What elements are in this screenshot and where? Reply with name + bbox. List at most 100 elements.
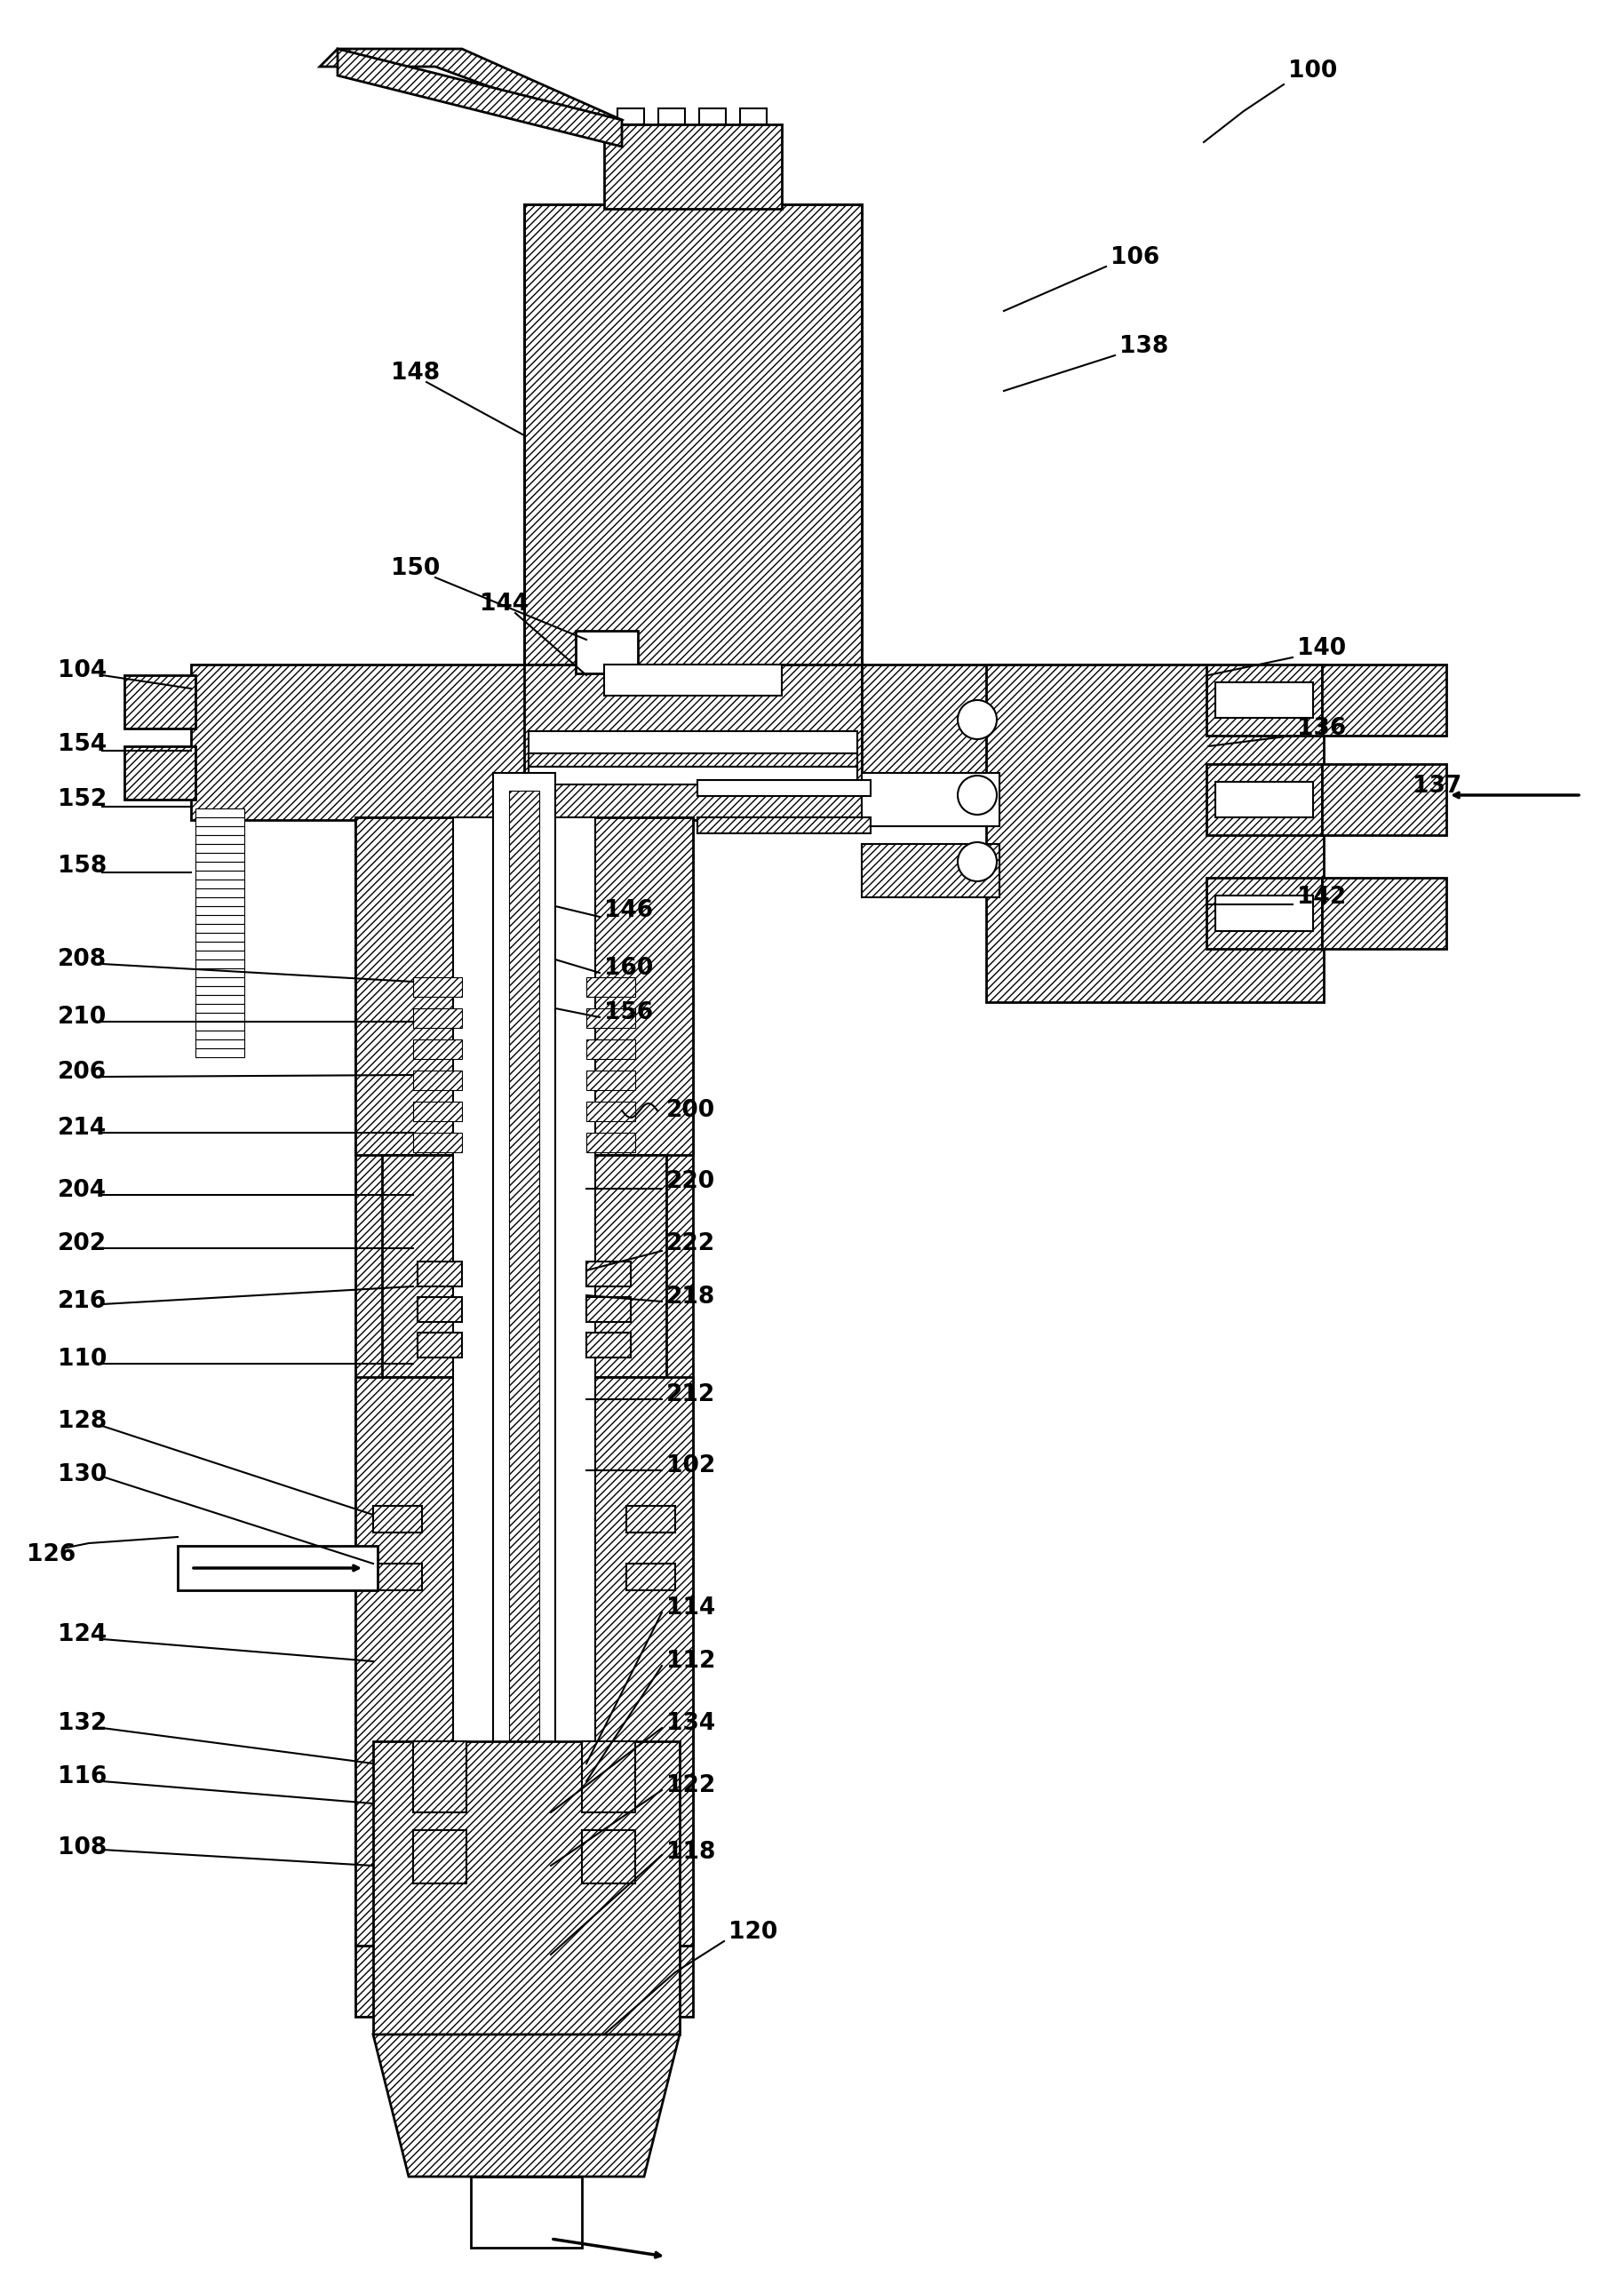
Text: 136: 136 [1298,717,1346,740]
Text: 104: 104 [58,658,107,683]
Bar [195,987,244,994]
Bar [1322,665,1447,736]
Text: 220: 220 [666,1170,715,1193]
Bar [195,1040,244,1049]
Bar [412,1830,466,1883]
Bar [412,1040,461,1058]
Text: 140: 140 [1298,638,1346,660]
Bar [586,978,635,996]
Bar [412,1741,466,1812]
Bar [658,107,685,123]
Circle shape [958,699,997,738]
Text: 130: 130 [58,1462,107,1485]
Polygon shape [338,48,622,146]
Bar [412,1101,461,1122]
Bar [195,1012,244,1021]
Bar [374,1563,422,1590]
Bar [586,1008,635,1028]
Bar [195,889,244,898]
Bar [382,1154,666,1378]
Bar [412,1072,461,1090]
Bar [862,665,1208,820]
Text: 204: 204 [58,1179,107,1202]
Text: 144: 144 [479,592,528,615]
Bar [581,1830,635,1883]
Text: 156: 156 [604,1001,653,1024]
Bar [195,809,244,818]
Bar [195,951,244,960]
Text: 148: 148 [391,361,440,384]
Text: 206: 206 [58,1060,107,1083]
Bar [177,1547,377,1590]
Text: 124: 124 [58,1622,107,1645]
Text: 132: 132 [58,1711,107,1734]
Bar [195,1031,244,1040]
Text: 142: 142 [1298,887,1346,909]
Text: 114: 114 [666,1597,716,1620]
Bar [741,107,767,123]
Text: 100: 100 [1288,59,1337,82]
Bar [453,818,596,2018]
Bar [195,932,244,941]
Text: 158: 158 [58,855,107,877]
Bar [471,2178,581,2248]
Text: 118: 118 [666,1842,716,1865]
Bar [1207,665,1322,736]
Bar [417,1332,461,1357]
Bar [528,731,857,754]
Circle shape [958,843,997,882]
Bar [697,818,870,834]
Text: 122: 122 [666,1773,716,1798]
Bar [195,1021,244,1031]
Bar [195,923,244,932]
Text: 146: 146 [604,898,653,923]
Text: 128: 128 [58,1410,107,1433]
Bar [412,1008,461,1028]
Bar [627,1563,676,1590]
Text: 134: 134 [666,1711,715,1734]
Bar [1207,877,1322,948]
Text: 210: 210 [58,1005,107,1028]
Text: 150: 150 [391,558,440,580]
Text: 110: 110 [58,1348,107,1371]
Text: 138: 138 [1119,336,1169,359]
Bar [195,861,244,871]
Bar [604,123,781,208]
Bar [635,818,693,2018]
Bar [1207,763,1322,834]
Text: 137: 137 [1413,775,1462,797]
Polygon shape [320,48,622,128]
Bar [525,665,862,820]
Bar [125,674,195,729]
Text: 160: 160 [604,957,653,980]
Bar [356,818,412,2018]
Text: 108: 108 [58,1837,107,1860]
Bar [525,203,862,667]
Text: 102: 102 [666,1453,716,1478]
Text: 126: 126 [26,1542,76,1565]
Text: 212: 212 [666,1382,716,1405]
Bar [586,1298,630,1323]
Bar [700,107,726,123]
Bar [525,665,862,695]
Circle shape [958,775,997,816]
Bar [195,880,244,889]
Bar [195,871,244,880]
Bar [356,818,693,1154]
Bar [356,1378,693,1945]
Bar [125,747,195,800]
Bar [494,772,555,2150]
Bar [374,1741,679,2034]
Text: 112: 112 [666,1650,716,1673]
Bar [617,107,645,123]
Bar [195,969,244,978]
Bar [528,754,857,768]
Bar [195,1003,244,1012]
Bar [986,665,1324,1003]
Bar [195,834,244,843]
Bar [374,1506,422,1533]
Text: 200: 200 [666,1099,715,1122]
Bar [195,818,244,827]
Bar [627,1506,676,1533]
Bar [586,1072,635,1090]
